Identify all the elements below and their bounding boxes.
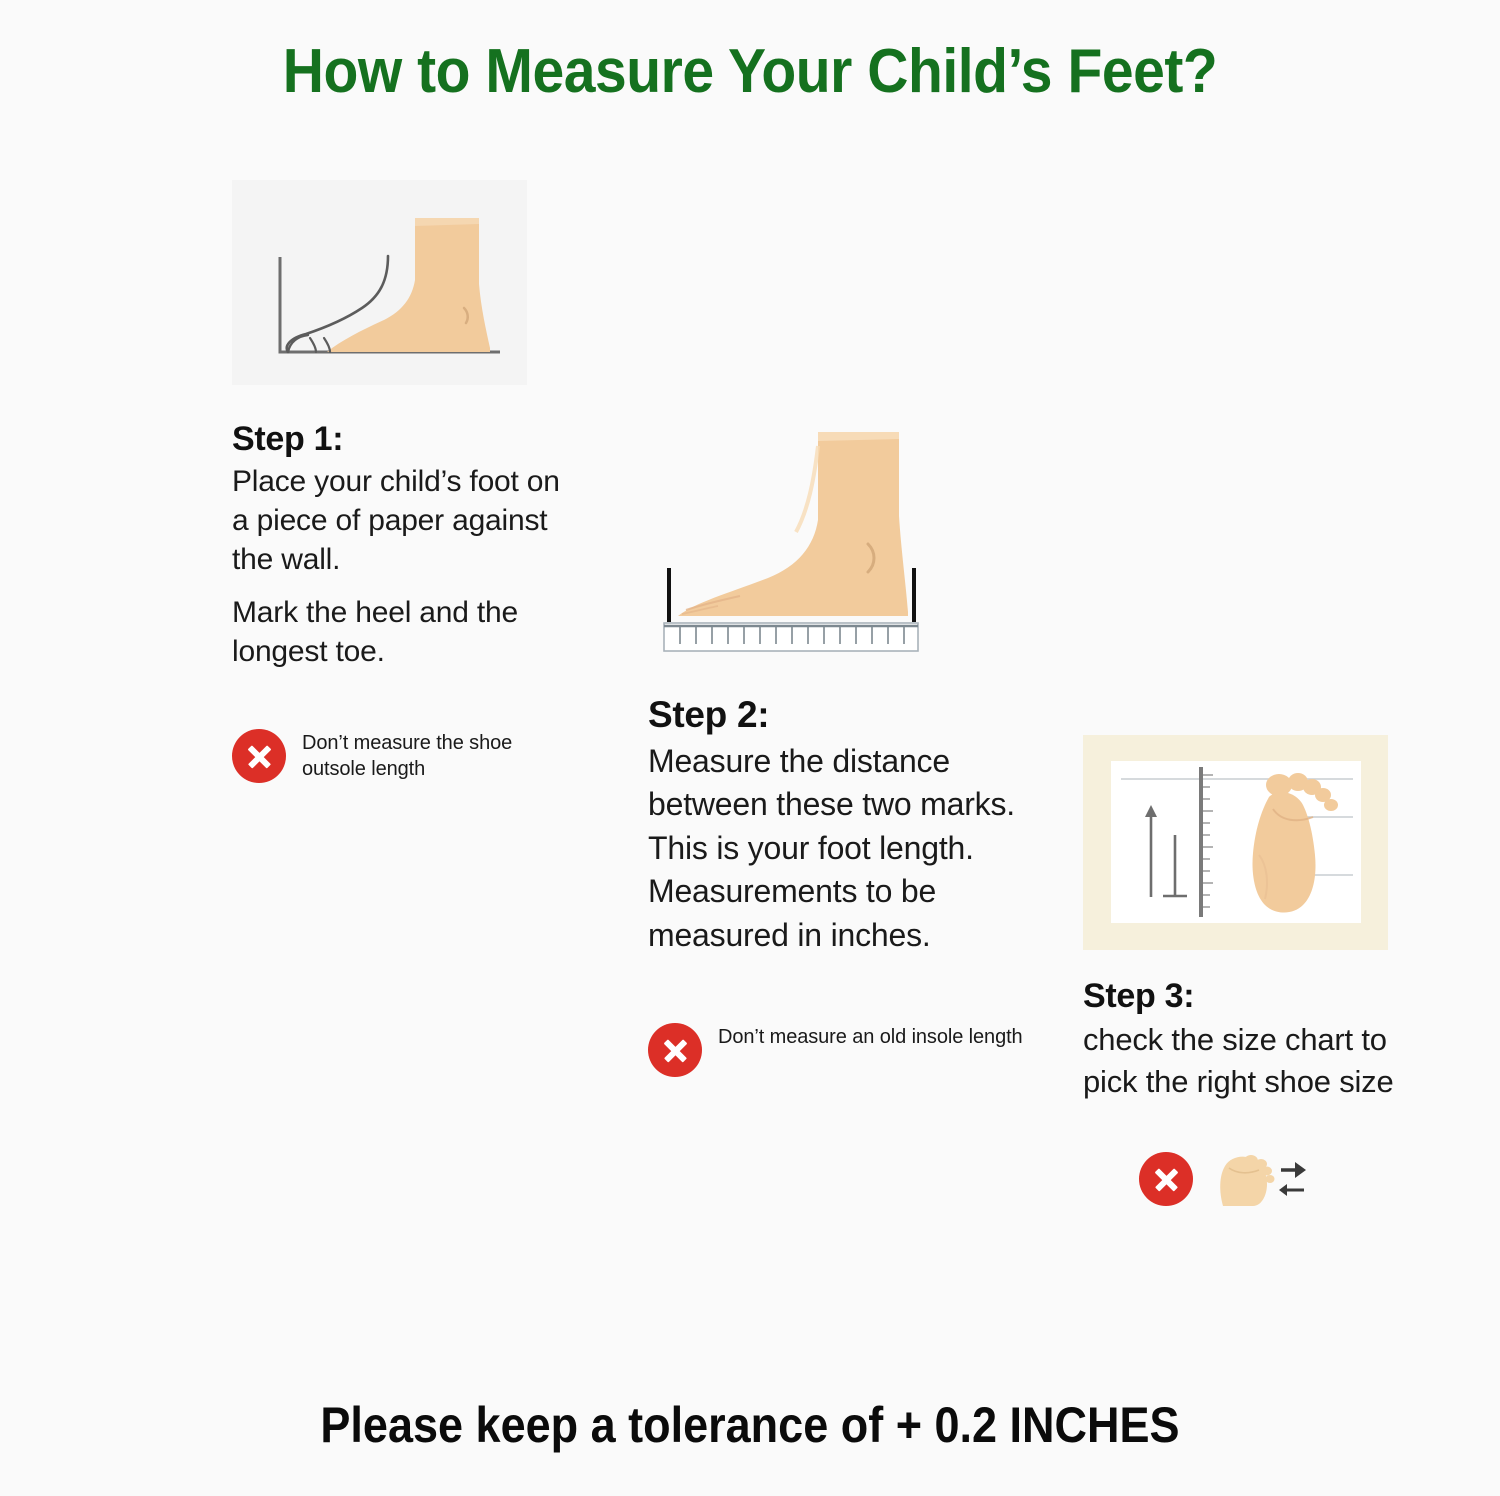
step-1-body-line-1: Place your child’s foot on a piece of pa… <box>232 465 560 577</box>
step-2-heading: Step 2: <box>648 694 770 735</box>
step-2-warning: Don’t measure an old insole length <box>648 1023 1078 1078</box>
foot-side-view-against-wall-icon <box>278 218 500 354</box>
foot-side-view-with-ruler-icon <box>663 432 919 652</box>
step-1-warning-text: Don’t measure the shoe outsole length <box>302 732 513 780</box>
step-2-column: Step 2: Measure the distance between the… <box>648 420 1078 1078</box>
step-1-warning: Don’t measure the shoe outsole length <box>232 729 562 784</box>
page-title: How to Measure Your Child’s Feet? <box>282 37 1218 106</box>
step-1-column: Step 1: Place your child’s foot on a pie… <box>232 180 562 784</box>
step-3-heading: Step 3: <box>1083 977 1195 1015</box>
foot-with-arrows-icon <box>1220 1155 1306 1207</box>
step-2-body: Measure the distance between these two m… <box>648 740 1078 958</box>
step-2-illustration <box>656 420 956 655</box>
step-1-heading: Step 1: <box>232 420 344 458</box>
red-x-circle-icon <box>1139 1152 1193 1207</box>
step-3-illustration <box>1083 735 1388 950</box>
red-x-circle-icon <box>648 1023 702 1078</box>
step-1-body: Place your child’s foot on a piece of pa… <box>232 462 562 671</box>
step-2-body-line-1: Measure the distance between these two m… <box>648 742 1015 953</box>
foot-sole-on-size-chart-icon <box>1111 761 1361 923</box>
step-3-column: Step 3: check the size chart to pick the… <box>1083 735 1413 1210</box>
step-3-body-line-1: check the size chart to pick the right s… <box>1083 1022 1394 1099</box>
red-x-circle-icon <box>232 729 286 784</box>
step-1-illustration <box>232 180 527 385</box>
tolerance-note: Please keep a tolerance of + 0.2 INCHES <box>320 1397 1180 1453</box>
step-1-body-line-2: Mark the heel and the longest toe. <box>232 596 518 669</box>
step-3-warning <box>1139 1148 1413 1210</box>
step-2-warning-text: Don’t measure an old insole length <box>718 1026 1023 1049</box>
step-3-body: check the size chart to pick the right s… <box>1083 1019 1413 1102</box>
